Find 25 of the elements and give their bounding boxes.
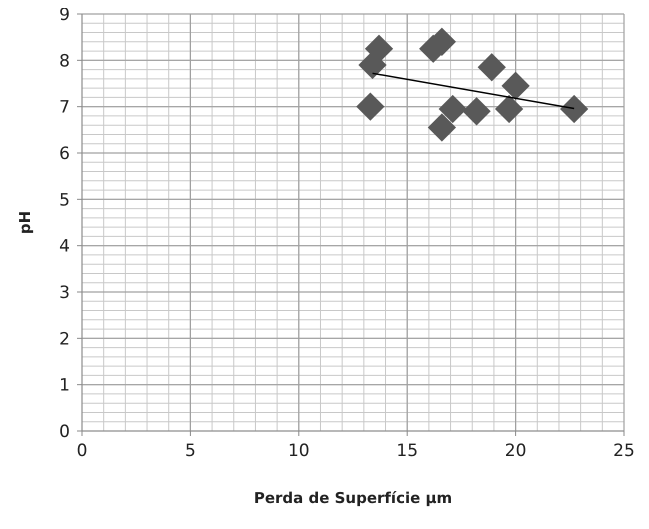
y-tick-label: 3 bbox=[59, 283, 70, 303]
x-tick-label: 20 bbox=[504, 441, 526, 461]
x-tick-label: 5 bbox=[184, 441, 196, 461]
x-tick-label: 25 bbox=[613, 441, 635, 461]
y-tick-label: 6 bbox=[59, 144, 70, 164]
y-tick-label: 8 bbox=[59, 51, 70, 72]
y-tick-label: 4 bbox=[59, 236, 70, 257]
x-tick-label: 15 bbox=[396, 441, 418, 461]
point bbox=[428, 113, 456, 142]
point bbox=[462, 97, 491, 126]
point bbox=[501, 72, 530, 100]
point bbox=[494, 94, 524, 124]
point bbox=[438, 94, 467, 124]
y-axis-title: pH bbox=[16, 210, 34, 234]
y-tick-label: 7 bbox=[59, 98, 70, 118]
x-tick-label: 0 bbox=[76, 441, 88, 461]
point bbox=[478, 53, 506, 82]
y-tick-label: 1 bbox=[59, 376, 70, 396]
y-tick-label: 0 bbox=[59, 422, 70, 442]
x-tick-label: 10 bbox=[288, 441, 310, 461]
point bbox=[356, 92, 384, 121]
x-axis-title: Perda de Superfície µm bbox=[254, 489, 452, 507]
y-tick-label: 5 bbox=[59, 190, 70, 210]
y-tick-label: 2 bbox=[59, 329, 70, 350]
point bbox=[560, 94, 588, 124]
